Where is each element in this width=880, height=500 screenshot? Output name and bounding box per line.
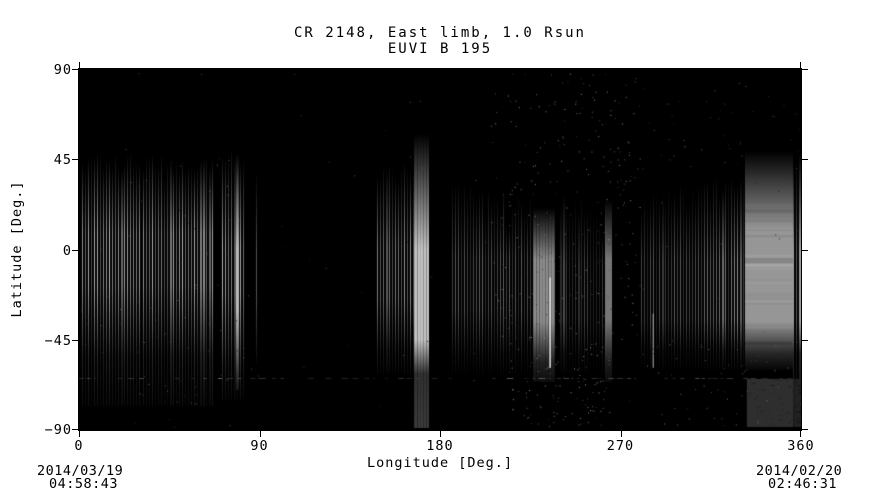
x-axis-tick: [800, 431, 801, 437]
x-axis-label: Longitude [Deg.]: [366, 455, 514, 471]
x-axis-tick: [79, 62, 80, 68]
x-axis-tick: [260, 69, 261, 75]
end-time-value: 02:46:31: [768, 476, 838, 492]
y-axis-tick: [802, 159, 808, 160]
y-tick-label: −90: [44, 422, 72, 438]
start-time-value: 04:58:43: [49, 476, 119, 492]
y-axis-tick: [72, 250, 78, 251]
x-axis-tick: [440, 431, 441, 437]
x-axis-tick: [621, 431, 622, 437]
end-date-value: 2014/02/20: [756, 463, 843, 479]
y-axis-tick: [72, 429, 78, 430]
x-tick-label: 360: [787, 438, 815, 454]
y-axis-tick: [72, 340, 78, 341]
y-axis-tick: [72, 159, 78, 160]
x-axis-tick: [440, 69, 441, 75]
x-axis-tick: [621, 69, 622, 75]
y-axis-tick: [802, 69, 808, 70]
x-tick-label: 90: [250, 438, 269, 454]
y-tick-label: 90: [53, 62, 72, 78]
y-tick-label: −45: [44, 333, 72, 349]
synoptic-map-image: [79, 69, 801, 430]
y-axis-tick: [802, 429, 808, 430]
x-axis-tick: [260, 431, 261, 437]
y-tick-label: 45: [53, 152, 72, 168]
x-axis-tick: [79, 431, 80, 437]
y-axis-tick: [802, 340, 808, 341]
chart-subtitle: EUVI B 195: [387, 41, 493, 57]
x-tick-label: 180: [426, 438, 454, 454]
y-axis-label: Latitude [Deg.]: [9, 180, 25, 318]
y-axis-tick: [802, 250, 808, 251]
x-tick-label: 0: [74, 438, 84, 454]
x-axis-tick: [800, 62, 801, 68]
plot-area: [78, 68, 802, 431]
start-date-value: 2014/03/19: [37, 463, 124, 479]
y-axis-tick: [72, 69, 78, 70]
x-tick-label: 270: [606, 438, 635, 454]
start-date: 2014/03/19 04:58:43: [37, 463, 124, 492]
chart-title: CR 2148, East limb, 1.0 Rsun: [293, 25, 586, 41]
end-date: 2014/02/20 02:46:31: [756, 463, 843, 492]
y-tick-label: 0: [62, 243, 72, 259]
